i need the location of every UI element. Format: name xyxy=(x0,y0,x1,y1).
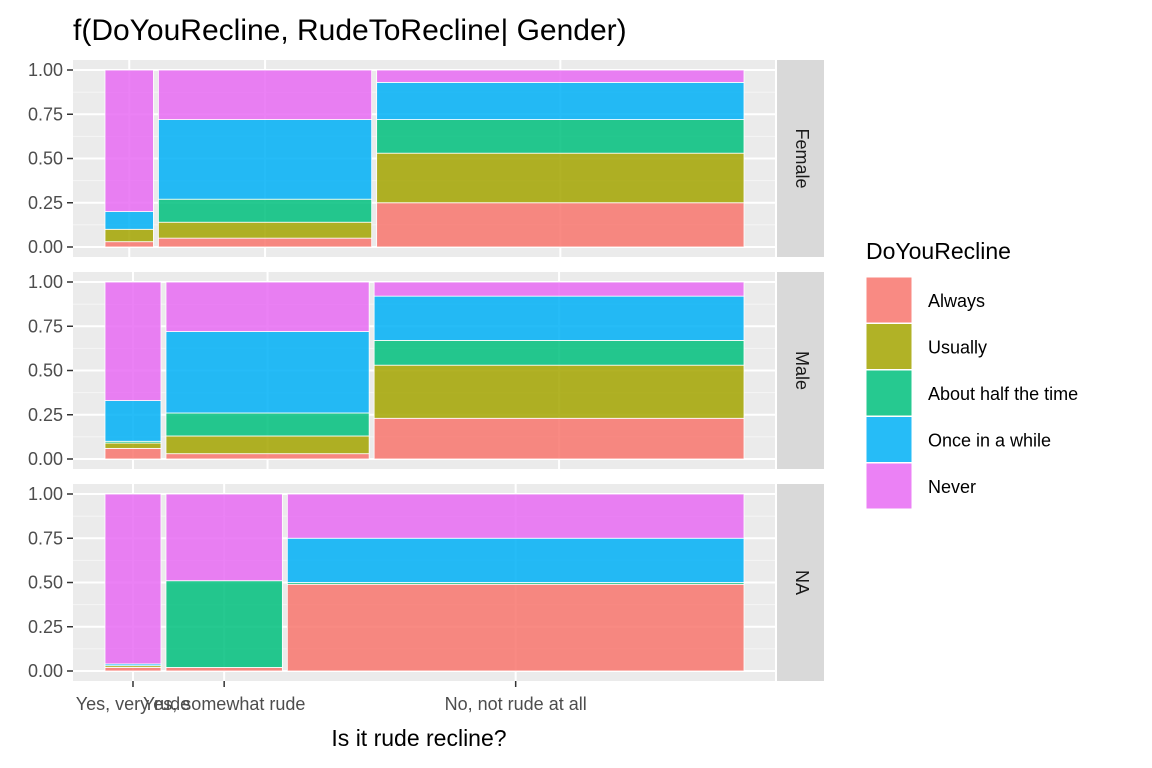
mosaic-tile-always xyxy=(286,583,745,672)
mosaic-tile-about-half-the-time xyxy=(373,340,745,366)
facet-strip xyxy=(777,60,824,257)
mosaic-tile-never xyxy=(104,69,154,213)
mosaic-tile-once-in-a-while xyxy=(286,537,745,583)
y-tick-label: 0.50 xyxy=(28,573,63,593)
mosaic-tile-about-half-the-time xyxy=(165,412,370,437)
x-tick-label: Yes, somewhat rude xyxy=(143,694,305,714)
legend-key xyxy=(865,369,913,417)
legend-label: Always xyxy=(928,291,985,311)
y-tick-label: 0.00 xyxy=(28,661,63,681)
mosaic-tile-never xyxy=(158,69,373,120)
x-tick-label: Yes, very rude xyxy=(76,694,190,714)
legend-key xyxy=(865,416,913,463)
mosaic-tile-always xyxy=(104,447,162,460)
y-tick-label: 0.75 xyxy=(28,528,63,548)
mosaic-tile-never xyxy=(165,493,283,582)
y-tick-label: 0.25 xyxy=(28,405,63,425)
mosaic-tile-once-in-a-while xyxy=(376,81,745,120)
facet-strip-label: NA xyxy=(792,570,812,595)
y-tick-label: 0.50 xyxy=(28,361,63,381)
mosaic-tile-never xyxy=(376,69,745,83)
legend-key xyxy=(865,323,913,370)
chart-title: f(DoYouRecline, RudeToRecline| Gender) xyxy=(73,14,627,47)
legend-key xyxy=(865,462,913,510)
mosaic-tile-once-in-a-while xyxy=(104,400,162,442)
facet-strip xyxy=(777,484,824,681)
mosaic-tile-once-in-a-while xyxy=(104,211,154,230)
facet-strip-label: Male xyxy=(792,351,812,390)
y-tick-label: 1.00 xyxy=(28,60,63,80)
mosaic-tile-always xyxy=(165,667,283,672)
legend-label: Once in a while xyxy=(928,431,1051,451)
mosaic-tile-always xyxy=(104,241,154,248)
mosaic-tile-usually xyxy=(104,442,162,449)
mosaic-tile-never xyxy=(104,493,162,665)
mosaic-tile-never xyxy=(165,281,370,332)
mosaic-tile-usually xyxy=(165,435,370,455)
mosaic-tile-about-half-the-time xyxy=(158,198,373,223)
y-tick-label: 0.75 xyxy=(28,316,63,336)
legend-label: About half the time xyxy=(928,384,1078,404)
mosaic-tile-always xyxy=(104,667,162,672)
facet-panel-male: 0.00 0.25 0.50 0.75 1.00 Male xyxy=(28,272,824,469)
panels: 0.000.250.500.751.00Female0.000.250.500.… xyxy=(28,60,824,681)
facet-strip-label: Female xyxy=(792,128,812,188)
mosaic-tile-about-half-the-time xyxy=(165,580,283,668)
mosaic-tile-usually xyxy=(373,364,745,419)
mosaic-tile-once-in-a-while xyxy=(158,119,373,200)
mosaic-tile-never xyxy=(104,281,162,401)
y-tick-label: 0.25 xyxy=(28,617,63,637)
legend: DoYouRecline Always Usually About half the… xyxy=(865,238,1078,510)
mosaic-tile-once-in-a-while xyxy=(165,331,370,414)
mosaic-tile-always xyxy=(165,453,370,460)
facet-strip xyxy=(777,272,824,469)
legend-key xyxy=(865,276,913,324)
legend-label: Usually xyxy=(928,338,987,358)
y-tick-label: 0.00 xyxy=(28,449,63,469)
facet-panel-female: 0.00 0.25 0.50 0.75 1.00 Female xyxy=(28,60,824,257)
y-tick-label: 0.00 xyxy=(28,237,63,257)
mosaic-tile-never xyxy=(373,281,745,297)
mosaic-tile-always xyxy=(158,237,373,248)
y-tick-label: 0.75 xyxy=(28,104,63,124)
x-axis-title: Is it rude recline? xyxy=(331,725,506,751)
mosaic-tile-about-half-the-time xyxy=(376,119,745,154)
y-tick-label: 0.50 xyxy=(28,149,63,169)
mosaic-tile-always xyxy=(376,202,745,248)
mosaic-tile-usually xyxy=(158,221,373,239)
mosaic-tile-never xyxy=(286,493,745,539)
y-tick-label: 1.00 xyxy=(28,272,63,292)
mosaic-tile-once-in-a-while xyxy=(373,295,745,341)
x-tick-label: No, not rude at all xyxy=(445,694,587,714)
y-tick-label: 1.00 xyxy=(28,484,63,504)
legend-title: DoYouRecline xyxy=(866,238,1011,264)
legend-label: Never xyxy=(928,477,976,497)
mosaic-tile-usually xyxy=(104,228,154,243)
mosaic-tile-always xyxy=(373,417,745,460)
facet-panel-na: 0.00 0.25 0.50 0.75 1.00 NA xyxy=(28,484,824,681)
mosaic-tile-usually xyxy=(376,152,745,204)
y-tick-label: 0.25 xyxy=(28,193,63,213)
